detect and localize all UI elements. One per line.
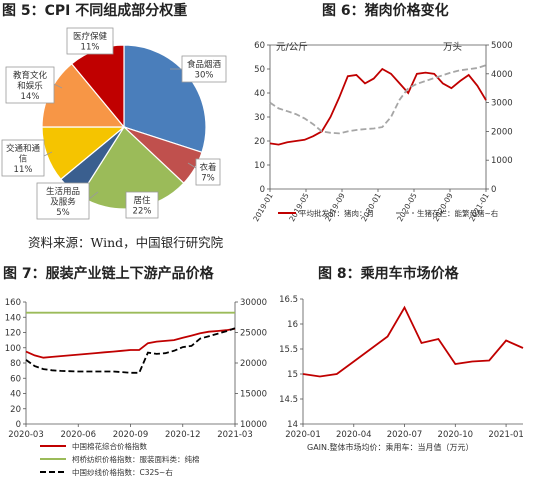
pork-series-line <box>269 64 487 135</box>
pork-y2-tick-label: 2000 <box>491 127 513 137</box>
pork-y-tick-label: 0 <box>260 185 265 195</box>
pork-x-tick-label: 2021-01 <box>467 191 491 223</box>
apparel-x-tick-label: 2020-03 <box>8 430 44 440</box>
pie-callout-text: 衣着 <box>199 162 216 173</box>
car-y-tick-label: 15 <box>287 370 298 380</box>
pork-y-tick-label: 40 <box>254 89 265 99</box>
apparel-y-tick-label: 0 <box>16 420 21 430</box>
car-x-tick-label: 2020-07 <box>387 430 423 440</box>
pork-y2-tick-label: 4000 <box>491 70 513 80</box>
pork-chart-title: 图 6：猪肉价格变化 <box>322 3 449 19</box>
car-y-tick-label: 16 <box>287 320 298 330</box>
apparel-y2-tick-label: 25000 <box>240 329 267 339</box>
pork-x-tick-label: 2020-09 <box>431 191 455 223</box>
pork-y-tick-label: 20 <box>254 137 265 147</box>
pork-y2-tick-label: 3000 <box>491 99 513 109</box>
pie-callout-text: 5% <box>56 208 70 218</box>
pork-y2-tick-label: 0 <box>491 185 496 195</box>
car-y-tick-label: 14 <box>287 420 298 430</box>
car-y-tick-label: 16.5 <box>279 295 298 305</box>
pork-series-line <box>269 67 487 146</box>
pie-callout-box <box>125 191 159 219</box>
pie-callout-box <box>195 158 221 186</box>
source-note: 资料来源：Wind，中国银行研究院 <box>28 235 224 250</box>
pie-callout-box <box>5 66 55 104</box>
apparel-y2-tick-label: 10000 <box>240 420 267 430</box>
pork-x-tick-label: 2019-05 <box>287 191 311 223</box>
apparel-y-tick-label: 60 <box>10 374 21 384</box>
pie-leader-line <box>187 162 197 169</box>
pie-callout-text: 生活用品 <box>46 186 80 197</box>
apparel-series-line <box>25 327 236 374</box>
pie-callout-box <box>181 55 227 83</box>
apparel-legend-label: 中国棉花综合价格指数 <box>72 441 147 451</box>
pie-callout-text: 交通和通 <box>6 143 41 154</box>
pork-x-tick-label: 2019-09 <box>323 191 347 223</box>
pork-left-unit: 元/公斤 <box>276 42 308 53</box>
car-x-tick-label: 2020-04 <box>336 430 372 440</box>
apparel-y-tick-label: 40 <box>10 390 21 400</box>
pork-y-tick-label: 10 <box>254 161 265 171</box>
car-series-line <box>302 305 524 378</box>
pork-legend-label: 生猪存栏：能繁母猪~右 <box>417 208 499 218</box>
apparel-chart-title: 图 7：服装产业链上下游产品价格 <box>3 266 214 282</box>
apparel-x-tick-label: 2020-12 <box>165 430 201 440</box>
pie-callout-text: 7% <box>201 174 215 184</box>
pie-callout-box <box>1 139 45 177</box>
pie-callout-box <box>36 182 90 220</box>
pie-callout-box <box>66 27 114 55</box>
apparel-y2-tick-label: 20000 <box>240 359 267 369</box>
pork-legend-label: 平均批发价：猪肉：月 <box>299 208 374 218</box>
apparel-series-line <box>25 327 236 359</box>
pork-x-tick-label: 2020-05 <box>395 191 419 223</box>
apparel-y-tick-label: 160 <box>5 298 21 308</box>
pork-y2-tick-label: 5000 <box>491 41 513 51</box>
car-y-tick-label: 14.5 <box>279 395 298 405</box>
pie-callout-text: 14% <box>21 92 40 102</box>
apparel-y-tick-label: 100 <box>5 344 21 354</box>
pie-callout-text: 和娱乐 <box>17 80 43 91</box>
apparel-x-tick-label: 2020-09 <box>113 430 149 440</box>
pie-callout-text: 30% <box>195 71 214 81</box>
apparel-y-tick-label: 80 <box>10 359 21 369</box>
car-x-tick-label: 2020-10 <box>438 430 474 440</box>
car-x-tick-label: 2021-01 <box>488 430 524 440</box>
apparel-y2-tick-label: 15000 <box>240 390 267 400</box>
pork-x-tick-label: 2019-01 <box>251 191 275 223</box>
pie-callout-text: 22% <box>133 207 152 217</box>
pie-callout-text: 11% <box>81 43 100 53</box>
pork-y2-tick-label: 1000 <box>491 156 513 166</box>
pie-callout-text: 居住 <box>133 195 151 206</box>
pie-callout-text: 医疗保健 <box>73 31 108 42</box>
car-legend-label: GAIN.整体市场均价：乘用车：当月值（万元） <box>307 442 474 452</box>
car-y-tick-label: 15.5 <box>279 345 298 355</box>
pie-chart-title: 图 5：CPI 不同组成部分权重 <box>2 3 188 19</box>
pork-x-tick-label: 2020-01 <box>359 191 383 223</box>
pie-callout-text: 及服务 <box>50 196 76 207</box>
apparel-legend-label: 中国纱线价格指数：C32S~右 <box>72 467 173 477</box>
apparel-y-tick-label: 20 <box>10 405 21 415</box>
pie-callout-text: 教育文化 <box>13 70 48 81</box>
apparel-y2-tick-label: 30000 <box>240 298 267 308</box>
apparel-y-tick-label: 120 <box>5 329 21 339</box>
car-x-tick-label: 2020-01 <box>285 430 321 440</box>
pork-right-unit: 万头 <box>443 41 462 53</box>
pie-callout-text: 食品烟酒 <box>187 59 222 70</box>
pie-callout-text: 11% <box>14 165 33 175</box>
apparel-x-tick-label: 2020-06 <box>60 430 96 440</box>
pie-leader-line <box>43 151 53 157</box>
car-chart-title: 图 8：乘用车市场价格 <box>318 266 459 282</box>
pie-leader-line <box>88 191 99 200</box>
pork-y-tick-label: 30 <box>254 113 265 123</box>
apparel-legend-label: 柯桥纺织价格指数：服装面料类：纯棉 <box>72 454 200 464</box>
apparel-x-tick-label: 2021-03 <box>217 430 253 440</box>
pork-y-tick-label: 60 <box>254 41 265 51</box>
pie-callout-text: 信 <box>19 153 28 164</box>
pie-leader-line <box>53 83 63 89</box>
pork-y-tick-label: 50 <box>254 65 265 75</box>
apparel-y-tick-label: 140 <box>5 313 21 323</box>
